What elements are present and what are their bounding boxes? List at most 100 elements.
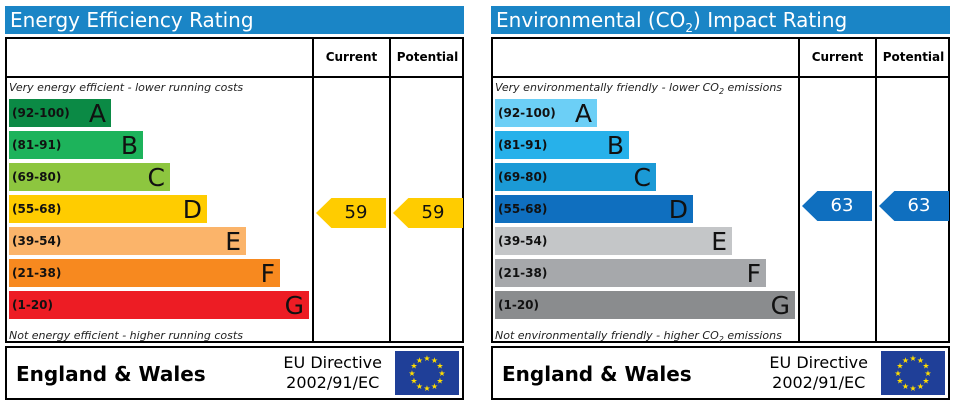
svg-text:★: ★ (436, 362, 443, 371)
band-letter: A (574, 99, 592, 128)
band-range: (21-38) (12, 266, 62, 280)
svg-text:★: ★ (917, 382, 924, 391)
directive-line-2: 2002/91/EC (772, 373, 866, 392)
rating-band-c: (69-80) C (9, 163, 170, 192)
current-column-header: Current (325, 50, 378, 64)
column-divider (312, 39, 314, 341)
band-letter: A (88, 99, 106, 128)
svg-text:★: ★ (896, 377, 903, 386)
band-letter: G (284, 291, 304, 320)
svg-text:★: ★ (423, 354, 430, 363)
svg-text:★: ★ (894, 369, 901, 378)
column-divider (875, 39, 877, 341)
region-label: England & Wales (502, 362, 692, 386)
region-label: England & Wales (16, 362, 206, 386)
energy-chart: Current Potential Very energy efficient … (5, 37, 464, 343)
rating-band-b: (81-91) B (9, 131, 143, 160)
svg-text:★: ★ (922, 362, 929, 371)
rating-band-g: (1-20) G (495, 291, 795, 320)
band-letter: D (668, 195, 688, 224)
svg-text:★: ★ (924, 369, 931, 378)
bottom-note: Not energy efficient - higher running co… (9, 329, 243, 342)
energy-rating-panel: Energy Efficiency Rating Current Potenti… (5, 6, 466, 400)
environmental-footer: England & Wales EU Directive 2002/91/EC … (491, 346, 950, 400)
svg-text:★: ★ (410, 377, 417, 386)
directive-line-2: 2002/91/EC (286, 373, 380, 392)
current-rating-arrow: 63 (802, 191, 872, 221)
rating-band-a: (92-100) A (9, 99, 111, 128)
band-range: (81-91) (498, 138, 548, 152)
band-range: (55-68) (12, 202, 62, 216)
column-divider (389, 39, 391, 341)
band-letter: B (606, 131, 624, 160)
band-letter: E (225, 227, 241, 256)
potential-rating-arrow: 59 (393, 198, 463, 228)
environmental-chart: Current Potential Very environmentally f… (491, 37, 950, 345)
energy-rating-title: Energy Efficiency Rating (5, 6, 464, 34)
svg-text:★: ★ (909, 354, 916, 363)
rating-band-f: (21-38) F (495, 259, 766, 288)
band-range: (92-100) (12, 106, 70, 120)
current-rating-arrow: 59 (316, 198, 386, 228)
band-letter: D (182, 195, 202, 224)
rating-band-b: (81-91) B (495, 131, 629, 160)
band-letter: B (120, 131, 138, 160)
rating-band-e: (39-54) E (9, 227, 246, 256)
header-divider (493, 76, 948, 78)
eu-directive: EU Directive 2002/91/EC (283, 353, 382, 393)
rating-band-d: (55-68) D (9, 195, 207, 224)
bottom-note: Not environmentally friendly - higher CO… (495, 329, 782, 345)
svg-text:★: ★ (408, 369, 415, 378)
band-range: (69-80) (12, 170, 62, 184)
band-range: (21-38) (498, 266, 548, 280)
band-letter: C (147, 163, 165, 192)
directive-line-1: EU Directive (283, 353, 382, 372)
svg-text:★: ★ (416, 382, 423, 391)
svg-text:★: ★ (436, 377, 443, 386)
band-letter: G (770, 291, 790, 320)
band-letter: F (746, 259, 761, 288)
eu-flag-icon: ★ ★ ★ ★ ★ ★ ★ ★ ★ ★ ★ ★ (881, 351, 945, 395)
band-letter: E (711, 227, 727, 256)
eu-flag-icon: ★ ★ ★ ★ ★ ★ ★ ★ ★ ★ ★ ★ (395, 351, 459, 395)
svg-text:★: ★ (902, 356, 909, 365)
top-note: Very energy efficient - lower running co… (9, 81, 244, 94)
band-range: (55-68) (498, 202, 548, 216)
band-range: (92-100) (498, 106, 556, 120)
svg-text:★: ★ (438, 369, 445, 378)
potential-column-header: Potential (396, 50, 459, 64)
potential-column-header: Potential (882, 50, 945, 64)
rating-band-d: (55-68) D (495, 195, 693, 224)
directive-line-1: EU Directive (769, 353, 868, 372)
current-column-header: Current (811, 50, 864, 64)
band-range: (39-54) (12, 234, 62, 248)
svg-text:★: ★ (917, 356, 924, 365)
band-range: (81-91) (12, 138, 62, 152)
svg-text:★: ★ (902, 382, 909, 391)
svg-text:★: ★ (410, 362, 417, 371)
rating-band-f: (21-38) F (9, 259, 280, 288)
band-letter: C (633, 163, 651, 192)
potential-rating-arrow: 63 (879, 191, 949, 221)
svg-text:★: ★ (922, 377, 929, 386)
top-note: Very environmentally friendly - lower CO… (495, 81, 783, 97)
rating-band-c: (69-80) C (495, 163, 656, 192)
svg-text:★: ★ (423, 384, 430, 393)
band-range: (39-54) (498, 234, 548, 248)
header-divider (7, 76, 462, 78)
svg-text:★: ★ (909, 384, 916, 393)
svg-text:★: ★ (431, 382, 438, 391)
svg-text:★: ★ (896, 362, 903, 371)
environmental-rating-title: Environmental (CO2) Impact Rating (491, 6, 950, 35)
band-range: (1-20) (12, 298, 53, 312)
column-divider (798, 39, 800, 341)
rating-band-g: (1-20) G (9, 291, 309, 320)
svg-text:★: ★ (431, 356, 438, 365)
band-letter: F (260, 259, 275, 288)
band-range: (1-20) (498, 298, 539, 312)
svg-text:★: ★ (416, 356, 423, 365)
band-range: (69-80) (498, 170, 548, 184)
energy-footer: England & Wales EU Directive 2002/91/EC … (5, 346, 464, 400)
eu-directive: EU Directive 2002/91/EC (769, 353, 868, 393)
rating-band-a: (92-100) A (495, 99, 597, 128)
